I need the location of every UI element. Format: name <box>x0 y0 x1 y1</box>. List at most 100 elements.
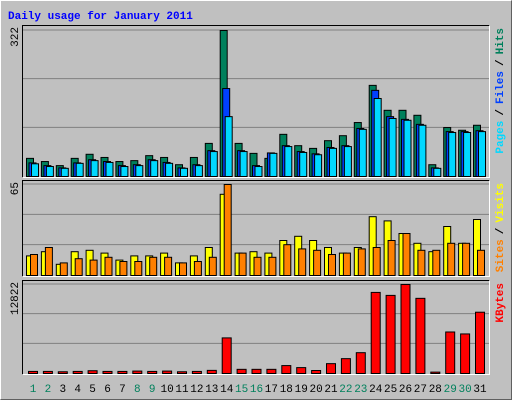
bar <box>165 162 174 178</box>
bar <box>475 311 485 375</box>
bar <box>209 151 218 178</box>
x-tick-label: 29 <box>444 384 457 396</box>
legend: Pages / Files / Hits <box>495 28 507 154</box>
bar <box>164 256 173 276</box>
y-tick-label: 322 <box>10 27 22 47</box>
x-tick-label: 9 <box>149 384 156 396</box>
x-tick-label: 26 <box>399 384 412 396</box>
bar <box>75 162 84 178</box>
x-tick-label: 30 <box>458 384 471 396</box>
bar <box>445 331 456 375</box>
panel-border-dark <box>22 280 490 375</box>
bar <box>162 370 173 375</box>
bar <box>90 160 99 177</box>
bar <box>477 249 485 277</box>
x-tick-label: 14 <box>220 384 234 396</box>
bar <box>388 117 397 177</box>
bar <box>415 297 426 374</box>
bar <box>432 249 441 277</box>
bar <box>44 247 53 276</box>
bar <box>147 370 158 374</box>
bar <box>370 291 381 374</box>
bar <box>117 370 128 374</box>
x-tick-label: 11 <box>175 384 189 396</box>
bar <box>193 261 202 276</box>
bar <box>269 152 278 178</box>
bar <box>343 146 352 178</box>
legend-separator: / <box>495 227 507 234</box>
bar <box>236 368 247 375</box>
bar <box>102 370 113 374</box>
bar <box>119 261 128 276</box>
bar <box>311 370 322 375</box>
bar <box>224 116 233 178</box>
bar <box>417 249 426 277</box>
bar <box>387 240 396 276</box>
bar <box>372 247 381 276</box>
panel-border-light <box>22 180 490 277</box>
bar <box>72 370 83 374</box>
bar <box>208 256 217 276</box>
legend-separator: / <box>495 109 507 116</box>
x-tick-label: 19 <box>295 384 308 396</box>
legend-entry: Pages <box>495 121 507 154</box>
bar <box>45 166 54 177</box>
bar <box>60 167 69 178</box>
bar <box>57 371 68 375</box>
x-tick-label: 3 <box>59 384 66 396</box>
bar <box>105 161 114 177</box>
legend-entry: Hits <box>495 28 507 54</box>
bar <box>314 154 323 177</box>
bar <box>104 256 113 276</box>
legend: KBytes <box>495 283 507 323</box>
x-tick-label: 23 <box>354 384 367 396</box>
bar <box>223 184 232 276</box>
bar <box>328 254 336 276</box>
bar <box>400 284 411 374</box>
x-tick-label: 15 <box>235 384 248 396</box>
x-tick-label: 31 <box>473 384 487 396</box>
bar <box>358 128 367 178</box>
bar <box>180 167 188 178</box>
bar <box>135 165 144 177</box>
x-tick-label: 6 <box>104 384 111 396</box>
bar <box>268 256 277 276</box>
bar <box>179 262 187 276</box>
legend: Sites / Visits <box>495 183 507 272</box>
panel-border-light <box>22 25 490 178</box>
bar <box>87 370 98 374</box>
bar <box>281 365 292 374</box>
bar <box>132 370 143 375</box>
x-tick-label: 10 <box>160 384 173 396</box>
x-tick-label: 12 <box>190 384 203 396</box>
x-tick-label: 4 <box>74 384 81 396</box>
bar <box>283 244 292 276</box>
bar <box>463 132 472 177</box>
bar <box>326 363 336 374</box>
bar <box>206 369 217 375</box>
y-tick-label: 12822 <box>10 282 22 315</box>
bar <box>89 259 98 277</box>
x-tick-label: 13 <box>205 384 218 396</box>
bar <box>150 160 159 177</box>
legend-entry: Sites <box>495 239 507 272</box>
x-tick-label: 16 <box>250 384 263 396</box>
bar <box>373 98 382 177</box>
bar <box>448 132 457 177</box>
bar <box>299 151 308 178</box>
chart-title: Daily usage for January 2011 <box>8 11 193 23</box>
x-tick-label: 5 <box>89 384 96 396</box>
bar <box>238 252 247 277</box>
x-tick-label: 7 <box>119 384 126 396</box>
bar <box>284 146 293 178</box>
x-tick-label: 21 <box>324 384 338 396</box>
bar <box>239 151 248 178</box>
bar <box>433 167 442 178</box>
bar <box>120 166 129 177</box>
bar <box>402 233 411 276</box>
legend-entry: Visits <box>495 183 507 223</box>
x-tick-label: 27 <box>414 384 427 396</box>
bar <box>355 352 366 375</box>
bar <box>357 248 366 276</box>
